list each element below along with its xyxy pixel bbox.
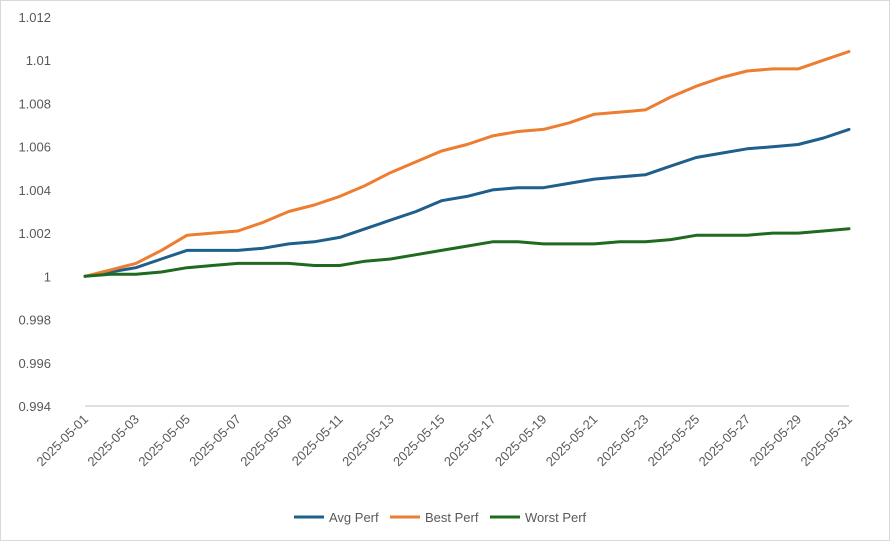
- x-tick-label: 2025-05-31: [797, 412, 855, 470]
- x-tick-label: 2025-05-11: [289, 412, 346, 469]
- y-tick-label: 1.012: [18, 10, 51, 25]
- x-tick-label: 2025-05-15: [390, 412, 448, 470]
- legend-label: Worst Perf: [525, 510, 587, 525]
- y-tick-label: 0.994: [18, 399, 51, 414]
- series-line-avg-perf: [83, 127, 851, 278]
- y-tick-label: 1.01: [26, 53, 51, 68]
- series-lines: [83, 50, 851, 278]
- legend-label: Best Perf: [425, 510, 479, 525]
- series-line-worst-perf: [83, 227, 851, 278]
- x-tick-label: 2025-05-25: [645, 412, 703, 470]
- x-tick-label: 2025-05-03: [84, 412, 142, 470]
- y-tick-label: 1: [44, 269, 51, 284]
- y-tick-label: 1.008: [18, 96, 51, 111]
- x-axis-labels: 2025-05-012025-05-032025-05-052025-05-07…: [33, 412, 855, 470]
- y-tick-label: 1.002: [18, 226, 51, 241]
- legend: Avg Perf Best Perf Worst Perf: [294, 510, 587, 525]
- x-tick-label: 2025-05-17: [441, 412, 499, 470]
- x-tick-label: 2025-05-29: [747, 412, 805, 470]
- y-tick-label: 0.996: [18, 356, 51, 371]
- x-tick-label: 2025-05-07: [186, 412, 244, 470]
- x-tick-label: 2025-05-19: [492, 412, 550, 470]
- x-tick-label: 2025-05-01: [33, 412, 91, 470]
- x-tick-label: 2025-05-13: [339, 412, 397, 470]
- y-tick-label: 0.998: [18, 313, 51, 328]
- y-tick-label: 1.006: [18, 140, 51, 155]
- x-tick-label: 2025-05-09: [237, 412, 295, 470]
- x-tick-label: 2025-05-05: [135, 412, 193, 470]
- x-tick-label: 2025-05-27: [696, 412, 754, 470]
- x-tick-label: 2025-05-23: [594, 412, 652, 470]
- x-tick-label: 2025-05-21: [543, 412, 601, 470]
- y-axis-labels: 1.012 1.01 1.008 1.006 1.004 1.002 1 0.998 0.996…: [18, 10, 51, 414]
- series-line-best-perf: [83, 50, 851, 278]
- y-tick-label: 1.004: [18, 183, 51, 198]
- legend-label: Avg Perf: [329, 510, 379, 525]
